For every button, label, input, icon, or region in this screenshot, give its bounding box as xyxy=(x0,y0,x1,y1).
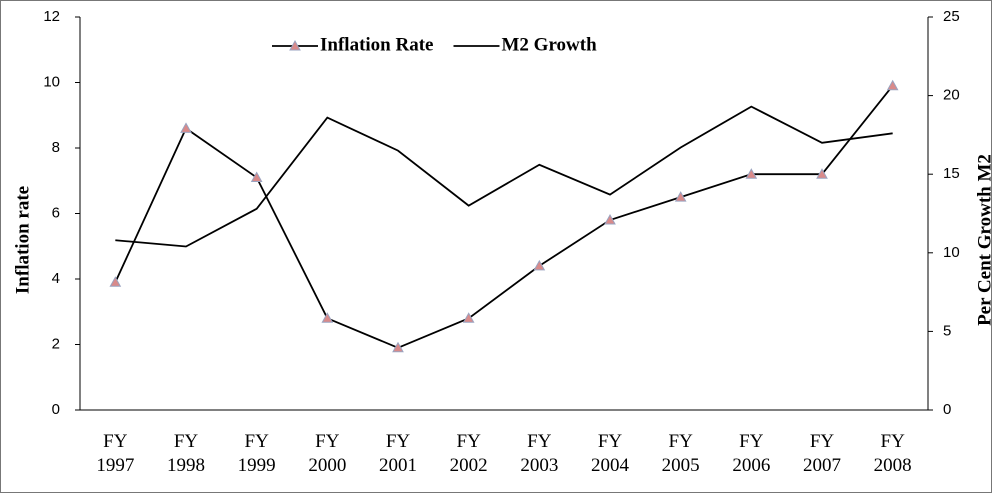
data-marker xyxy=(180,122,192,133)
data-marker xyxy=(816,168,828,179)
y-tick-label: 6 xyxy=(52,204,60,221)
x-tick-label: FY 2001 xyxy=(379,431,417,476)
y-tick-label: 12 xyxy=(43,8,60,25)
x-tick-label: FY 2003 xyxy=(520,431,559,476)
y-tick-label: 4 xyxy=(52,270,60,287)
legend-label: Inflation Rate xyxy=(320,34,433,55)
series-line xyxy=(115,105,893,248)
data-marker xyxy=(604,214,616,225)
x-tick-label: FY 1998 xyxy=(167,431,205,476)
y2-tick-label: 25 xyxy=(943,8,960,25)
x-tick-label: FY 2007 xyxy=(803,431,841,476)
x-tick-label: FY 2004 xyxy=(591,431,629,476)
x-tick-label: FY 1999 xyxy=(237,431,276,476)
y2-axis-title: Per Cent Growth M2 xyxy=(974,154,992,326)
x-tick-label: FY 2005 xyxy=(661,431,700,476)
y-tick-label: 0 xyxy=(52,401,60,418)
data-marker xyxy=(886,79,899,91)
y2-tick-label: 5 xyxy=(943,322,951,339)
x-tick-label: FY 1997 xyxy=(96,431,135,476)
y-tick-label: 2 xyxy=(52,335,60,352)
data-marker xyxy=(250,171,263,182)
data-marker xyxy=(392,341,404,353)
series-line xyxy=(114,85,894,349)
y-tick-label: 10 xyxy=(43,73,60,90)
x-tick-label: FY 2000 xyxy=(308,431,347,476)
y2-tick-label: 15 xyxy=(943,165,960,182)
data-marker xyxy=(109,276,122,287)
x-tick-label: FY 2008 xyxy=(873,431,912,476)
data-marker xyxy=(745,168,758,179)
legend-marker xyxy=(289,39,301,51)
y2-tick-label: 10 xyxy=(943,244,960,261)
data-marker xyxy=(533,259,546,271)
y-axis-title: Inflation rate xyxy=(12,186,33,294)
y-tick-label: 8 xyxy=(52,139,60,156)
legend-label: M2 Growth xyxy=(501,34,597,55)
data-marker xyxy=(674,191,687,202)
y2-tick-label: 0 xyxy=(943,401,951,418)
x-tick-label: FY 2006 xyxy=(732,431,771,476)
x-tick-label: FY 2002 xyxy=(449,431,488,476)
data-marker xyxy=(321,312,334,323)
data-marker xyxy=(462,312,475,323)
y2-tick-label: 20 xyxy=(943,87,960,104)
